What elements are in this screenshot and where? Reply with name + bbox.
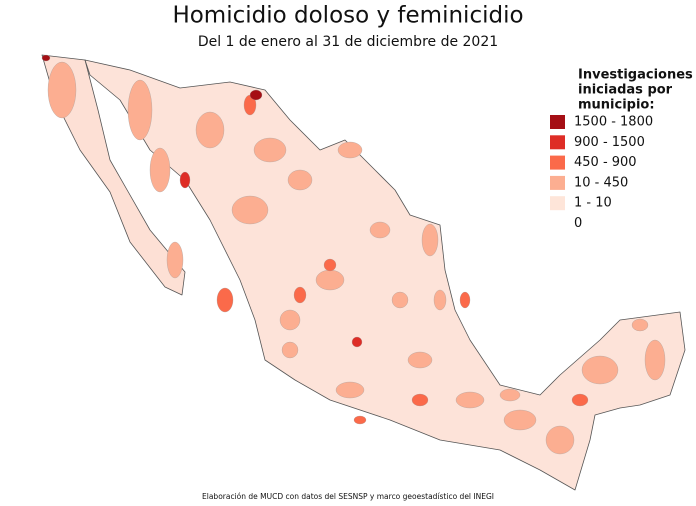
municipality-patch [41,54,51,62]
municipality-patch [337,141,363,159]
municipality-patch [455,391,485,409]
title: Homicidio doloso y feminicidio [172,3,523,29]
mainland [84,59,686,491]
municipality-patch [231,195,269,225]
municipality-patch [407,351,433,369]
legend-title: iniciadas por [578,83,673,98]
municipality-patch [499,388,521,402]
municipality-patch [279,309,301,331]
legend-swatch [550,196,565,211]
source-note: Elaboración de MUCD con datos del SESNSP… [202,492,494,501]
municipality-patch [287,169,313,191]
municipality-patch [351,336,363,348]
legend-swatch [550,216,565,231]
legend-label: 1 - 10 [574,196,612,211]
municipality-patch [315,269,345,291]
legend-label: 1500 - 1800 [574,115,653,130]
municipality-patch [421,223,439,257]
legend-label: 10 - 450 [574,175,628,190]
legend-title: Investigaciones [578,68,693,83]
legend-swatch [550,155,565,170]
municipality-patch [391,291,409,309]
municipality-patch [644,339,666,381]
municipality-patch [581,355,619,385]
municipality-patch [293,286,307,304]
municipality-patch [571,393,589,407]
municipality-patch [253,137,287,163]
legend-swatch [550,115,565,129]
municipality-patch [503,409,537,431]
municipality-patch [195,111,225,149]
municipality-patch [47,61,77,119]
subtitle: Del 1 de enero al 31 de diciembre de 202… [198,34,498,50]
municipality-patch [459,291,471,309]
municipality-patch [179,171,191,189]
municipality-patch [249,89,263,101]
municipality-patch [166,241,184,279]
municipality-patch [149,147,171,193]
municipality-patch [127,79,153,141]
municipality-patch [411,393,429,407]
municipality-patch [353,415,367,425]
municipality-patch [216,287,234,313]
legend-swatch [550,135,565,150]
municipality-patch [631,318,649,332]
municipality-patch [335,381,365,399]
legend-label: 0 [574,216,582,231]
municipality-patch [433,289,447,311]
map [41,54,686,491]
municipality-patch [281,341,299,359]
baja-peninsula [41,54,186,296]
legend-title: municipio: [578,98,655,113]
legend-label: 900 - 1500 [574,135,645,150]
legend-swatch [550,175,565,190]
municipality-patch [323,258,337,272]
municipality-patch [369,221,391,239]
legend-label: 450 - 900 [574,155,637,170]
municipality-patch [545,425,575,455]
